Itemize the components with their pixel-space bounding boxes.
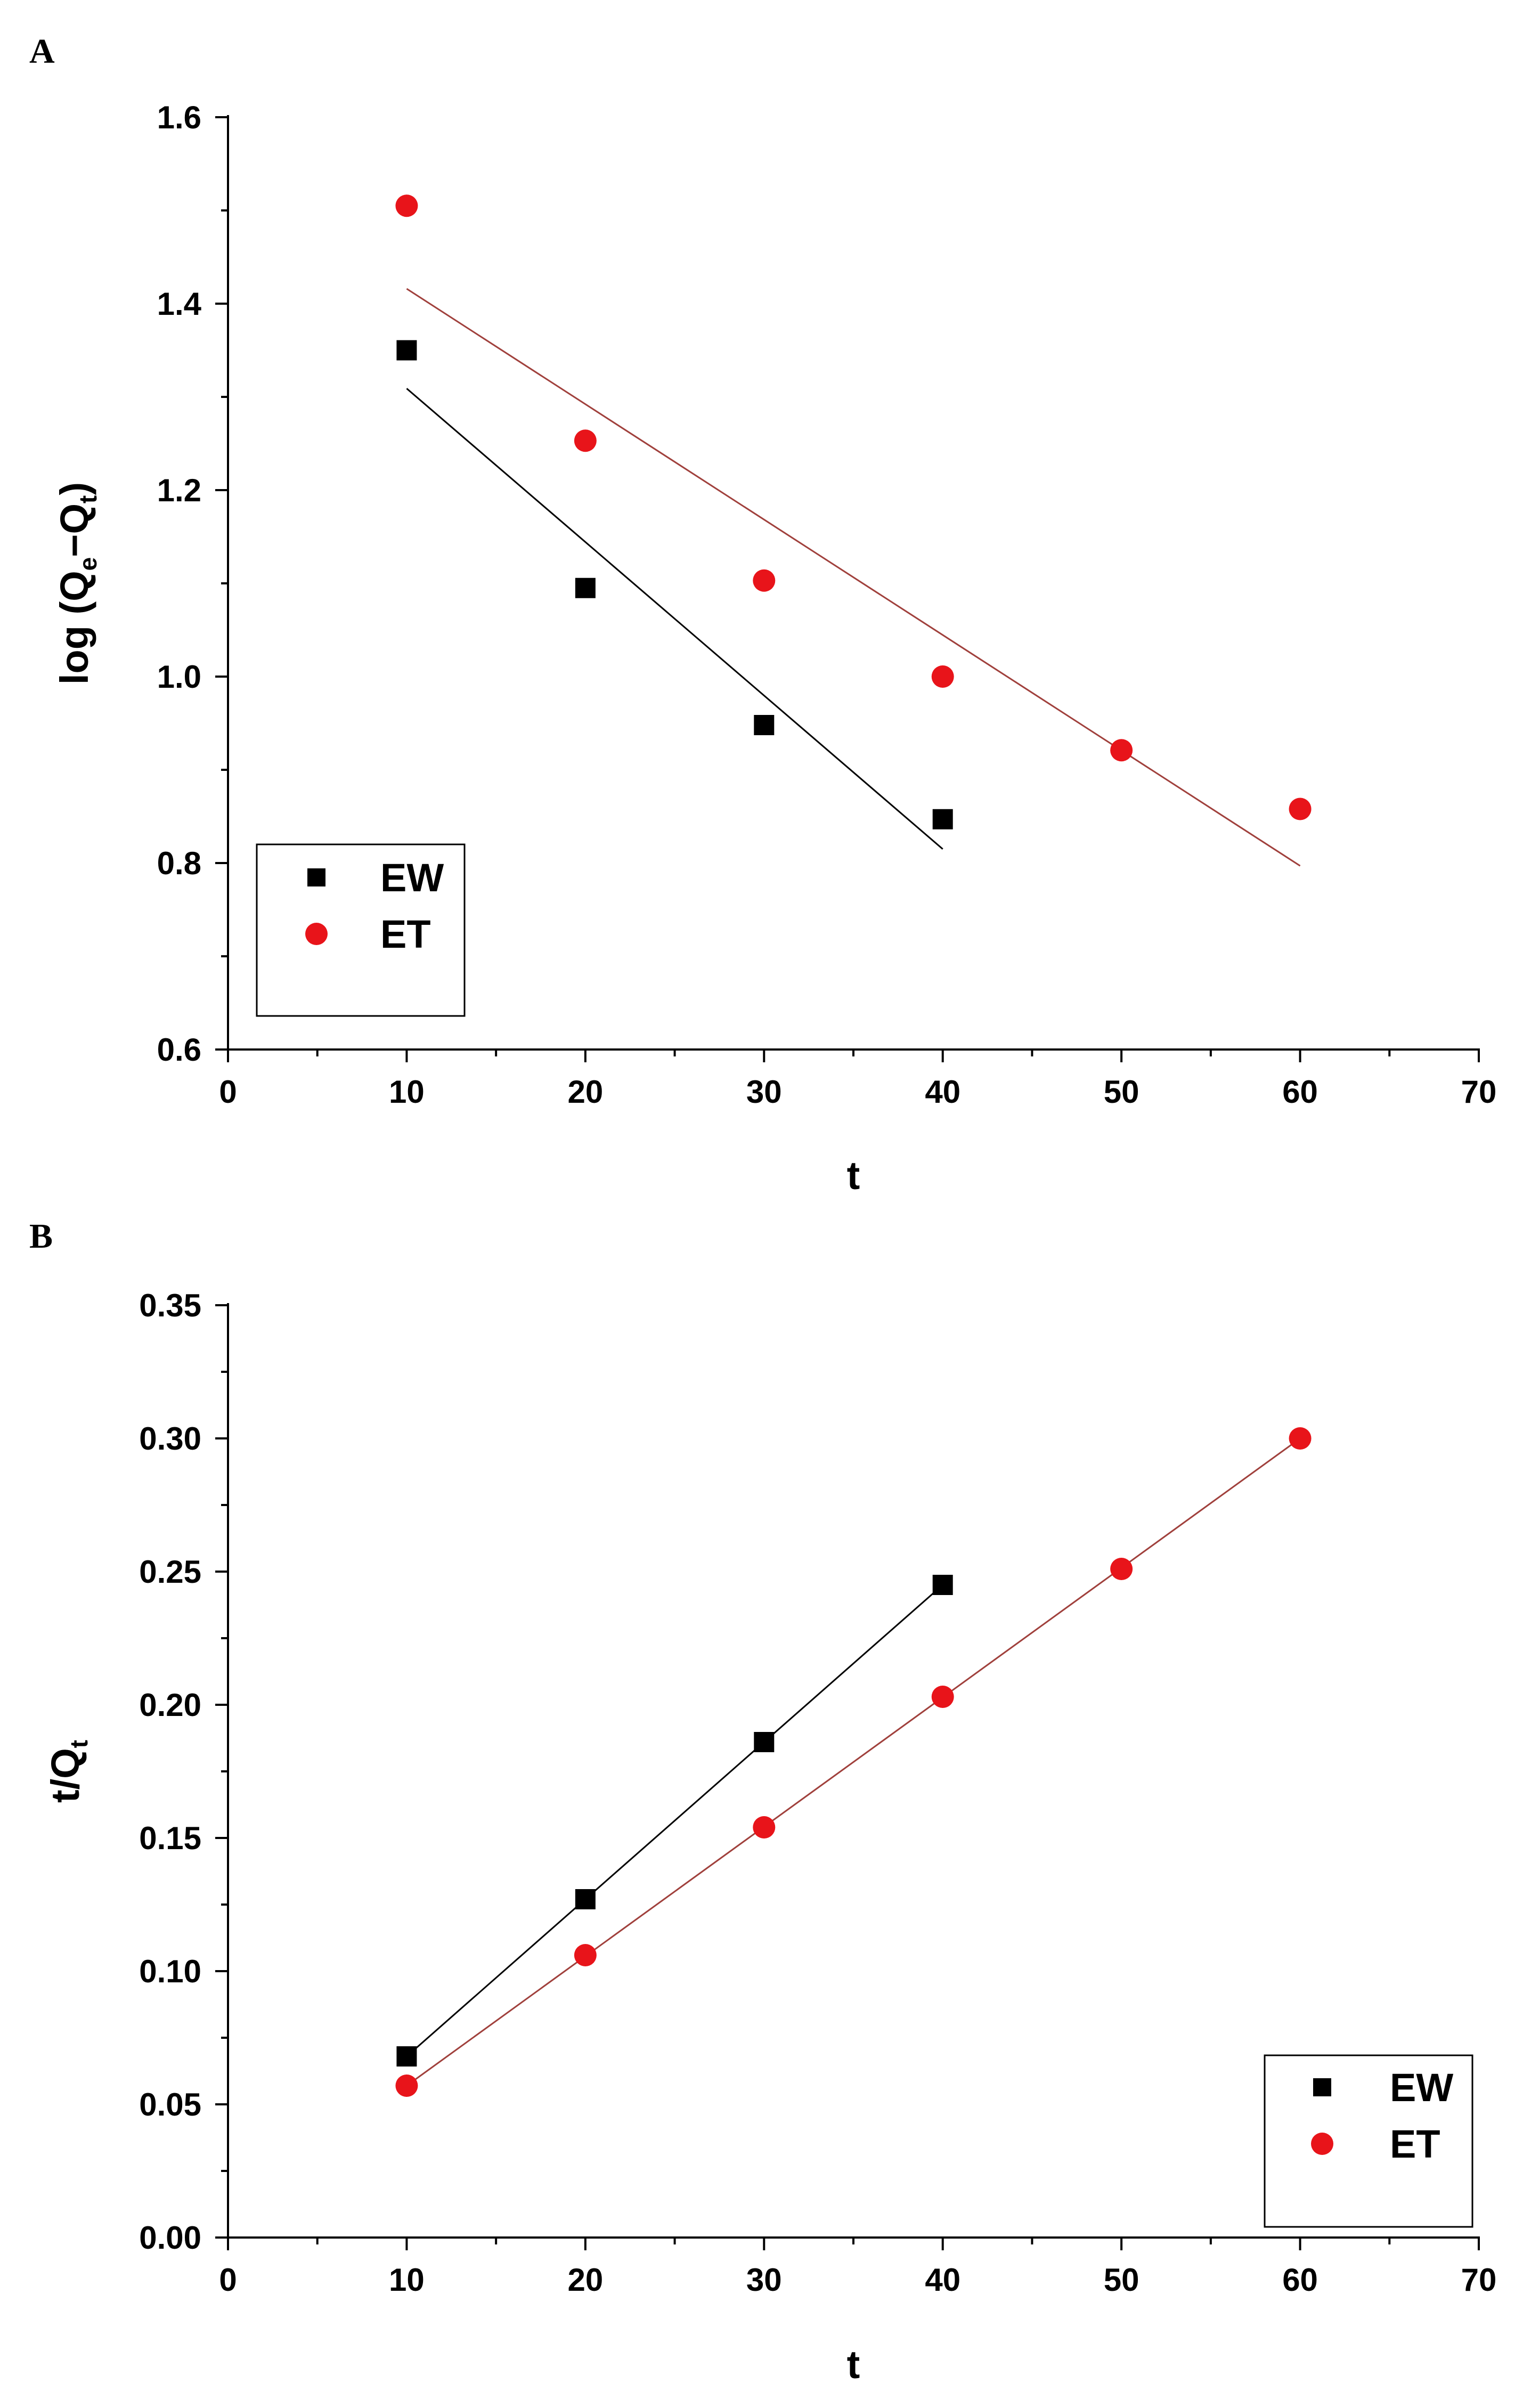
chart-panel-b: B 0 10 20 30 40 50 60 70 0.00 0.05 0.10 0.15 0.20 0.25… — [29, 1217, 1496, 2387]
y-tick-label: 0.35 — [139, 1288, 201, 1323]
x-tick-label: 10 — [389, 2262, 425, 2298]
x-tick-label: 0 — [219, 2262, 237, 2298]
y-axis-title-part: log (Q — [52, 571, 96, 685]
x-tick-label: 60 — [1282, 2262, 1318, 2298]
y-axis-title-part: −Q — [52, 503, 96, 557]
legend: EW ET — [1264, 2054, 1473, 2228]
legend-marker-ew — [1313, 2078, 1331, 2096]
data-point-et — [1289, 1427, 1312, 1450]
y-tick-label: 0.15 — [139, 1820, 201, 1856]
y-tick-label: 0.10 — [139, 1954, 201, 1989]
y-tick-label: 1.6 — [157, 100, 201, 135]
data-point-et — [395, 2075, 418, 2097]
x-tick-label: 60 — [1282, 1074, 1318, 1110]
x-tick-label: 70 — [1461, 1074, 1497, 1110]
y-tick-label: 0.30 — [139, 1421, 201, 1457]
y-axis-title-part: ) — [52, 482, 96, 495]
y-tick-label: 0.20 — [139, 1687, 201, 1723]
legend: EW ET — [256, 843, 466, 1017]
y-axis-title-part: t/Q — [43, 1748, 87, 1803]
panel-label: B — [29, 1217, 53, 1256]
legend-box — [1264, 2054, 1473, 2228]
data-point-ew — [396, 340, 417, 361]
y-axis-title: log (Qe−Qt) — [52, 482, 102, 685]
y-axis-title-subscript: t — [65, 1740, 93, 1748]
y-axis-title-subscript: t — [74, 495, 102, 503]
fit-line-et — [406, 288, 1301, 867]
y-tick-label: 0.05 — [139, 2087, 201, 2122]
y-tick-label: 0.25 — [139, 1554, 201, 1590]
legend-label-et: ET — [380, 912, 431, 956]
x-tick-label: 50 — [1104, 2262, 1139, 2298]
fit-line-ew — [406, 388, 943, 850]
x-tick-label: 30 — [746, 2262, 782, 2298]
fit-line-et — [406, 1437, 1301, 2087]
data-point-et — [753, 569, 776, 592]
legend-box — [256, 843, 466, 1017]
data-point-et — [931, 1686, 954, 1708]
data-point-ew — [754, 1732, 775, 1752]
x-tick-label: 20 — [567, 2262, 603, 2298]
data-point-ew — [575, 577, 596, 598]
panel-label: A — [29, 32, 55, 71]
y-tick-label: 1.0 — [157, 659, 201, 695]
legend-marker-et — [305, 923, 328, 945]
x-tick-label: 70 — [1461, 2262, 1497, 2298]
data-point-et — [395, 194, 418, 217]
y-tick-label: 1.4 — [157, 286, 202, 322]
y-tick-label: 1.2 — [157, 473, 201, 508]
data-point-et — [1110, 739, 1133, 762]
data-point-et — [753, 1816, 776, 1838]
legend-label-et: ET — [1390, 2122, 1440, 2166]
x-tick-label: 10 — [389, 1074, 425, 1110]
data-point-et — [574, 1944, 597, 1966]
legend-label-ew: EW — [380, 856, 444, 900]
y-tick-label: 0.6 — [157, 1032, 201, 1068]
data-point-ew — [575, 1889, 596, 1909]
data-point-ew — [932, 809, 953, 829]
legend-label-ew: EW — [1390, 2065, 1453, 2110]
legend-marker-ew — [307, 868, 325, 886]
y-axis-title-subscript: e — [74, 557, 102, 571]
x-tick-label: 50 — [1104, 1074, 1139, 1110]
data-point-ew — [932, 1575, 953, 1595]
x-axis-title: t — [847, 2342, 860, 2387]
data-point-et — [1110, 1558, 1133, 1580]
x-tick-label: 40 — [925, 1074, 960, 1110]
x-tick-label: 30 — [746, 1074, 782, 1110]
y-tick-label: 0.8 — [157, 845, 201, 881]
x-tick-label: 0 — [219, 1074, 237, 1110]
data-point-ew — [396, 2046, 417, 2067]
x-tick-label: 40 — [925, 2262, 960, 2298]
x-axis-title: t — [847, 1153, 860, 1198]
y-axis-title: t/Qt — [43, 1740, 93, 1803]
x-tick-label: 20 — [567, 1074, 603, 1110]
legend-marker-et — [1311, 2133, 1333, 2155]
y-tick-label: 0.00 — [139, 2220, 201, 2256]
data-point-ew — [754, 715, 775, 735]
data-point-et — [1289, 798, 1312, 820]
fit-line-ew — [406, 1584, 943, 2057]
data-point-et — [574, 429, 597, 452]
data-point-et — [931, 665, 954, 688]
